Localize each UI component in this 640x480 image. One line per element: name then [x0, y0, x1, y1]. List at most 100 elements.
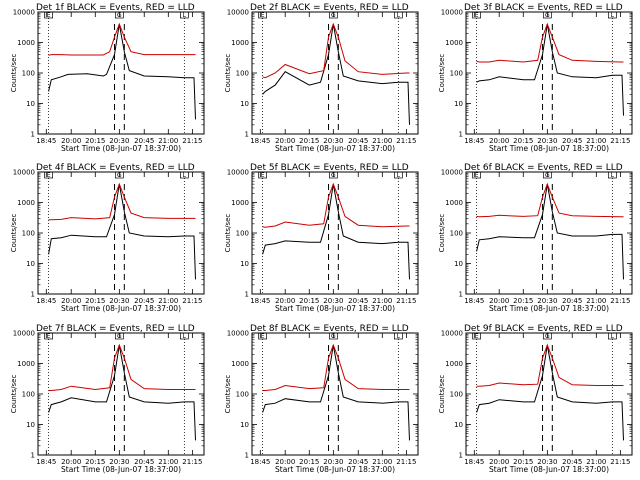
- y-tick-label: 10000: [441, 330, 463, 338]
- panel-det-4f: Det 4f BLACK = Events, RED = LLDEGL11010…: [10, 163, 205, 313]
- x-tick-label: 18:45: [36, 458, 56, 466]
- x-tick-label: 21:15: [610, 297, 630, 305]
- y-axis-label: Counts/sec: [224, 54, 232, 93]
- y-tick-label: 100: [22, 70, 35, 78]
- flag-label: E: [261, 172, 265, 179]
- x-tick-label: 21:00: [158, 137, 178, 145]
- x-tick-label: 20:45: [562, 137, 582, 145]
- x-tick-label: 18:45: [250, 458, 270, 466]
- x-tick-label: 21:00: [372, 137, 392, 145]
- flag-label: E: [261, 12, 265, 19]
- x-axis-label: Start Time (08-Jun-07 18:37:00): [275, 465, 395, 474]
- events-line: [48, 24, 196, 120]
- y-tick-label: 1: [31, 291, 35, 299]
- flag-label: E: [47, 172, 51, 179]
- x-tick-label: 20:00: [275, 297, 295, 305]
- plot-frame: [465, 332, 633, 456]
- y-axis-label: Counts/sec: [224, 214, 232, 253]
- events-line: [476, 345, 624, 441]
- lld-line: [476, 182, 624, 218]
- y-axis-label: Counts/sec: [10, 214, 18, 253]
- flag-label: E: [261, 333, 265, 340]
- y-tick-label: 10000: [13, 169, 35, 177]
- panel-title: Det 6f BLACK = Events, RED = LLD: [464, 163, 623, 173]
- x-tick-label: 20:45: [562, 297, 582, 305]
- flag-label: L: [397, 172, 401, 179]
- x-tick-label: 21:00: [586, 458, 606, 466]
- x-tick-label: 21:00: [372, 297, 392, 305]
- x-tick-label: 20:45: [348, 297, 368, 305]
- y-tick-label: 1: [245, 452, 249, 460]
- x-tick-label: 20:15: [85, 458, 105, 466]
- x-tick-label: 20:15: [513, 297, 533, 305]
- x-tick-label: 21:15: [182, 297, 202, 305]
- x-axis-label: Start Time (08-Jun-07 18:37:00): [61, 465, 181, 474]
- y-tick-label: 1: [245, 291, 249, 299]
- x-tick-label: 20:30: [109, 458, 129, 466]
- plot-frame: [251, 332, 419, 456]
- plot-frame: [251, 171, 419, 295]
- x-axis-label: Start Time (08-Jun-07 18:37:00): [489, 304, 609, 313]
- lld-line: [48, 343, 196, 391]
- x-tick-label: 18:45: [36, 297, 56, 305]
- flag-label: L: [183, 12, 187, 19]
- x-tick-label: 20:30: [537, 137, 557, 145]
- x-tick-label: 21:00: [158, 297, 178, 305]
- y-tick-label: 1000: [445, 39, 463, 47]
- flag-label: L: [183, 172, 187, 179]
- panel-det-3f: Det 3f BLACK = Events, RED = LLDEGL11010…: [438, 3, 633, 153]
- y-tick-label: 1: [459, 452, 463, 460]
- x-tick-label: 20:30: [323, 297, 343, 305]
- x-axis-label: Start Time (08-Jun-07 18:37:00): [61, 304, 181, 313]
- panel-title: Det 5f BLACK = Events, RED = LLD: [250, 163, 409, 173]
- y-tick-label: 10: [240, 260, 249, 268]
- y-tick-label: 10000: [227, 169, 249, 177]
- x-tick-label: 20:15: [299, 297, 319, 305]
- events-line: [48, 184, 196, 280]
- y-tick-label: 100: [450, 230, 463, 238]
- y-tick-label: 1000: [445, 360, 463, 368]
- y-axis-label: Counts/sec: [10, 54, 18, 93]
- x-tick-label: 20:00: [61, 297, 81, 305]
- x-tick-label: 21:15: [182, 137, 202, 145]
- flag-label: L: [397, 333, 401, 340]
- x-axis-label: Start Time (08-Jun-07 18:37:00): [489, 144, 609, 153]
- y-tick-label: 100: [450, 70, 463, 78]
- x-tick-label: 20:30: [323, 458, 343, 466]
- flag-label: L: [183, 333, 187, 340]
- plot-frame: [37, 332, 205, 456]
- plot-frame: [37, 171, 205, 295]
- x-tick-label: 20:00: [61, 137, 81, 145]
- x-tick-label: 20:15: [85, 137, 105, 145]
- plot-frame: [465, 171, 633, 295]
- y-tick-label: 1000: [231, 39, 249, 47]
- x-tick-label: 20:30: [323, 137, 343, 145]
- events-line: [262, 184, 410, 280]
- x-tick-label: 18:45: [464, 137, 484, 145]
- y-tick-label: 1: [459, 291, 463, 299]
- x-tick-label: 18:45: [250, 297, 270, 305]
- plot-frame: [37, 11, 205, 135]
- x-tick-label: 20:15: [513, 458, 533, 466]
- lld-line: [262, 22, 410, 79]
- panel-title: Det 3f BLACK = Events, RED = LLD: [464, 3, 623, 13]
- x-axis-label: Start Time (08-Jun-07 18:37:00): [61, 144, 181, 153]
- y-tick-label: 1: [459, 131, 463, 139]
- x-axis-label: Start Time (08-Jun-07 18:37:00): [489, 465, 609, 474]
- x-tick-label: 21:00: [586, 297, 606, 305]
- y-tick-label: 100: [236, 70, 249, 78]
- y-tick-label: 1000: [445, 199, 463, 207]
- x-tick-label: 20:45: [348, 458, 368, 466]
- flag-label: L: [611, 172, 615, 179]
- events-line: [476, 184, 624, 280]
- x-tick-label: 21:15: [610, 137, 630, 145]
- lld-line: [48, 22, 196, 56]
- x-axis-label: Start Time (08-Jun-07 18:37:00): [275, 304, 395, 313]
- y-tick-label: 1: [245, 131, 249, 139]
- y-tick-label: 100: [236, 391, 249, 399]
- y-axis-label: Counts/sec: [224, 375, 232, 414]
- flag-label: L: [397, 12, 401, 19]
- events-line: [262, 345, 410, 441]
- panel-title: Det 8f BLACK = Events, RED = LLD: [250, 324, 409, 334]
- flag-label: E: [47, 12, 51, 19]
